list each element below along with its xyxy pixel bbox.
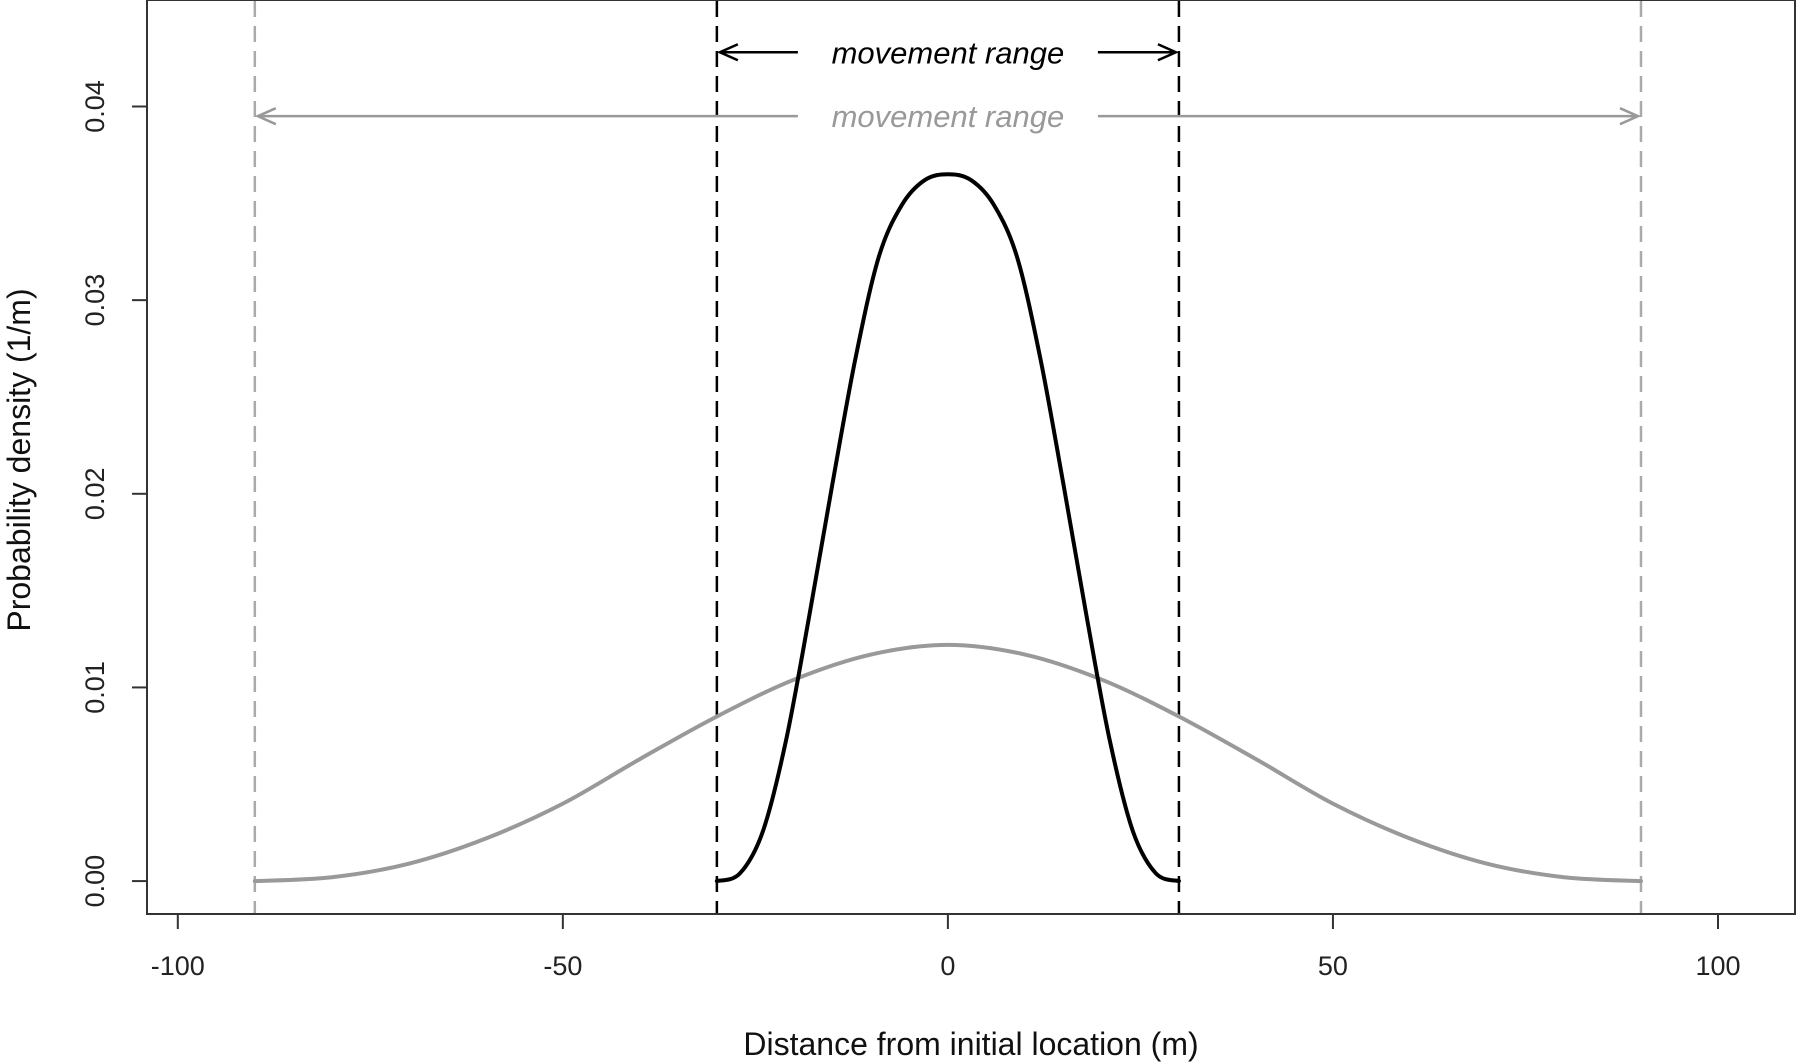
x-tick-label: 0 (940, 951, 955, 981)
movement-range-lines (253, 1, 1643, 913)
plot-frame (146, 0, 1796, 915)
range-annotation-2: movement range (254, 99, 1642, 134)
density-curves (252, 172, 1643, 884)
density-curve-1 (714, 172, 1181, 884)
range-label: movement range (832, 35, 1065, 70)
density-curve-2 (252, 642, 1643, 884)
arrowhead-right-icon (1157, 43, 1180, 62)
y-tick-label: 0.02 (80, 468, 110, 521)
arrowhead-left-icon (254, 107, 277, 126)
movement-range-annotations: movement range movement range (254, 35, 1642, 134)
y-axis-label: Probability density (1/m) (1, 288, 37, 631)
x-axis-label: Distance from initial location (m) (743, 1026, 1198, 1062)
x-tick-label: -100 (151, 951, 205, 981)
y-tick-label: 0.03 (80, 274, 110, 327)
y-tick-label: 0.04 (80, 80, 110, 133)
x-tick-label: 100 (1695, 951, 1740, 981)
x-tick-label: 50 (1318, 951, 1348, 981)
y-tick-label: 0.00 (80, 855, 110, 908)
arrowhead-right-icon (1619, 107, 1642, 126)
y-tick-label: 0.01 (80, 661, 110, 714)
range-label: movement range (832, 99, 1065, 134)
arrowhead-left-icon (716, 43, 739, 62)
x-tick-label: -50 (543, 951, 582, 981)
x-axis: -100 -50 0 50 100 (151, 913, 1741, 981)
y-axis: 0.00 0.01 0.02 0.03 0.04 (80, 80, 148, 908)
range-annotation-1: movement range (716, 35, 1180, 70)
